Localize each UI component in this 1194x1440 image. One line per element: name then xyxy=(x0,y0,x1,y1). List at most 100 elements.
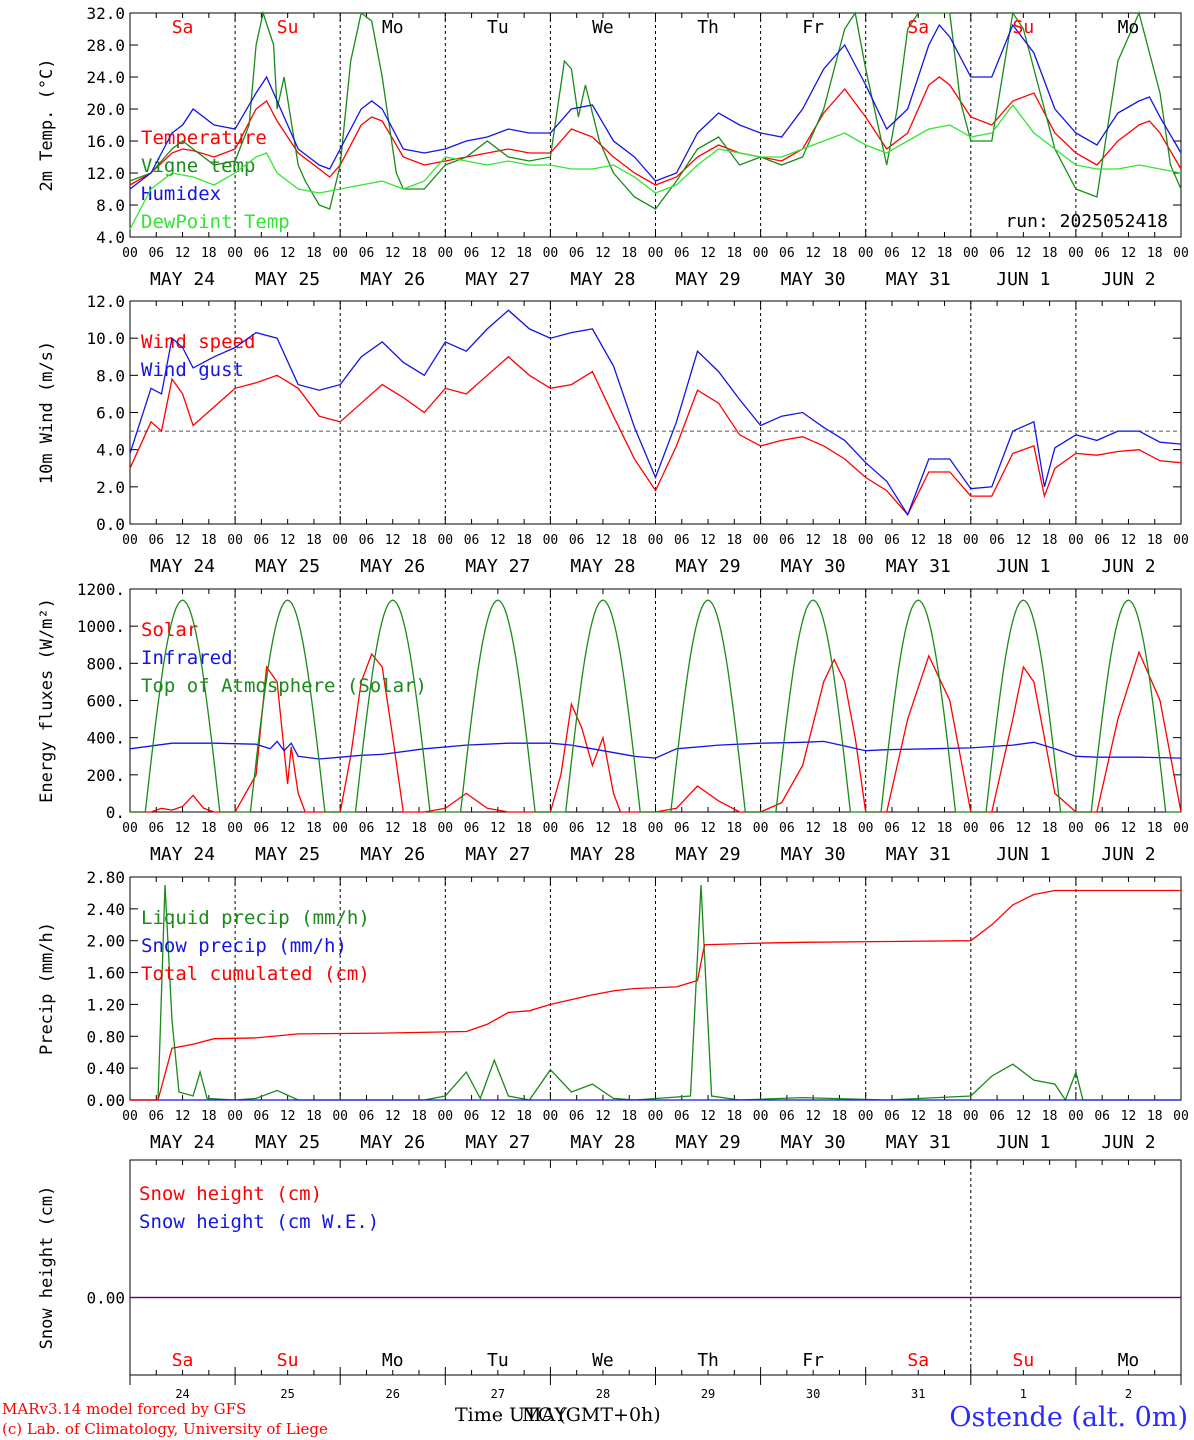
hour-label: 00 xyxy=(227,533,243,548)
month-label: MAY xyxy=(522,1404,567,1426)
series-line-wind-gust xyxy=(129,309,1182,517)
date-label: MAY 26 xyxy=(360,269,425,290)
hour-label: 18 xyxy=(1147,1109,1163,1124)
hour-label: 06 xyxy=(674,1109,690,1124)
hour-label: 00 xyxy=(437,246,453,261)
date-label: MAY 25 xyxy=(255,556,320,577)
hour-label: 12 xyxy=(1121,246,1137,261)
y-tick-label: 1200. xyxy=(77,580,125,599)
y-tick-label: 16.0 xyxy=(86,132,125,151)
hour-label: 00 xyxy=(227,1109,243,1124)
day-number-label: 26 xyxy=(386,1387,400,1401)
hour-label: 00 xyxy=(227,246,243,261)
y-axis-label: 2m Temp. (°C) xyxy=(37,58,57,191)
date-label: MAY 31 xyxy=(886,1132,951,1153)
y-tick-label: 0.0 xyxy=(96,515,125,534)
hour-label: 00 xyxy=(543,821,559,836)
hour-label: 00 xyxy=(122,533,138,548)
hour-label: 00 xyxy=(858,533,874,548)
day-number-label: 25 xyxy=(280,1387,294,1401)
y-tick-label: 8.0 xyxy=(96,196,125,215)
hour-label: 18 xyxy=(621,246,637,261)
day-of-week-label: We xyxy=(592,17,614,38)
series-line-top-of-atmosphere-solar- xyxy=(130,599,1181,813)
hour-label: 18 xyxy=(726,246,742,261)
lab-credit: (c) Lab. of Climatology, University of L… xyxy=(2,1420,328,1438)
hour-label: 18 xyxy=(201,1109,217,1124)
hour-label: 12 xyxy=(490,1109,506,1124)
hour-label: 06 xyxy=(1094,246,1110,261)
hour-label: 12 xyxy=(805,246,821,261)
hour-label: 06 xyxy=(884,1109,900,1124)
hour-label: 06 xyxy=(569,821,585,836)
y-tick-label: 0.00 xyxy=(86,1091,125,1110)
hour-label: 06 xyxy=(779,1109,795,1124)
legend-entry: Infrared xyxy=(141,647,233,669)
y-tick-label: 0.00 xyxy=(86,1289,125,1308)
date-label: JUN 2 xyxy=(1101,556,1155,577)
hour-label: 18 xyxy=(621,1109,637,1124)
date-label: MAY 28 xyxy=(570,844,635,865)
hour-label: 18 xyxy=(937,821,953,836)
hour-label: 12 xyxy=(1016,533,1032,548)
hour-label: 00 xyxy=(753,533,769,548)
day-of-week-label: Sa xyxy=(907,17,929,38)
hour-label: 00 xyxy=(858,246,874,261)
day-of-week-label: Su xyxy=(1013,17,1035,38)
hour-label: 12 xyxy=(595,533,611,548)
date-label: MAY 29 xyxy=(676,556,741,577)
run-label: run: 2025052418 xyxy=(1005,211,1168,232)
date-label: MAY 27 xyxy=(465,556,530,577)
model-credit: MARv3.14 model forced by GFS xyxy=(2,1400,247,1418)
hour-label: 00 xyxy=(1173,246,1189,261)
hour-label: 12 xyxy=(910,821,926,836)
y-tick-label: 32.0 xyxy=(86,4,125,23)
hour-label: 06 xyxy=(884,246,900,261)
hour-label: 18 xyxy=(306,246,322,261)
day-of-week-label: Sa xyxy=(172,1350,194,1371)
y-tick-label: 400. xyxy=(86,729,125,748)
hour-label: 00 xyxy=(1068,533,1084,548)
day-of-week-label: Th xyxy=(697,1350,719,1371)
hour-label: 06 xyxy=(148,1109,164,1124)
hour-label: 12 xyxy=(175,821,191,836)
hour-label: 00 xyxy=(1068,821,1084,836)
y-tick-label: 2.00 xyxy=(86,932,125,951)
hour-label: 00 xyxy=(122,821,138,836)
y-tick-label: 12.0 xyxy=(86,292,125,311)
hour-label: 18 xyxy=(1147,821,1163,836)
hour-label: 18 xyxy=(1042,533,1058,548)
hour-label: 18 xyxy=(832,533,848,548)
hour-label: 06 xyxy=(569,533,585,548)
hour-label: 12 xyxy=(700,821,716,836)
date-label: JUN 1 xyxy=(996,844,1050,865)
hour-label: 00 xyxy=(437,1109,453,1124)
date-label: MAY 30 xyxy=(781,556,846,577)
day-number-label: 29 xyxy=(701,1387,715,1401)
day-number-label: 1 xyxy=(1020,1387,1027,1401)
hour-label: 06 xyxy=(1094,821,1110,836)
date-label: MAY 29 xyxy=(676,269,741,290)
hour-label: 06 xyxy=(254,821,270,836)
hour-label: 00 xyxy=(332,821,348,836)
hour-label: 12 xyxy=(490,246,506,261)
hour-label: 18 xyxy=(411,821,427,836)
hour-label: 12 xyxy=(280,533,296,548)
hour-label: 06 xyxy=(674,533,690,548)
day-of-week-label: Mo xyxy=(1118,17,1140,38)
hour-label: 06 xyxy=(464,821,480,836)
hour-label: 12 xyxy=(280,821,296,836)
hour-label: 12 xyxy=(700,1109,716,1124)
hour-label: 06 xyxy=(989,821,1005,836)
y-tick-label: 2.0 xyxy=(96,478,125,497)
hour-label: 18 xyxy=(832,1109,848,1124)
hour-label: 18 xyxy=(201,533,217,548)
day-of-week-label: Tu xyxy=(487,17,509,38)
hour-label: 06 xyxy=(569,246,585,261)
hour-label: 00 xyxy=(753,1109,769,1124)
hour-label: 18 xyxy=(832,821,848,836)
y-tick-label: 800. xyxy=(86,654,125,673)
date-label: MAY 27 xyxy=(465,269,530,290)
y-tick-label: 2.40 xyxy=(86,900,125,919)
hour-label: 06 xyxy=(569,1109,585,1124)
